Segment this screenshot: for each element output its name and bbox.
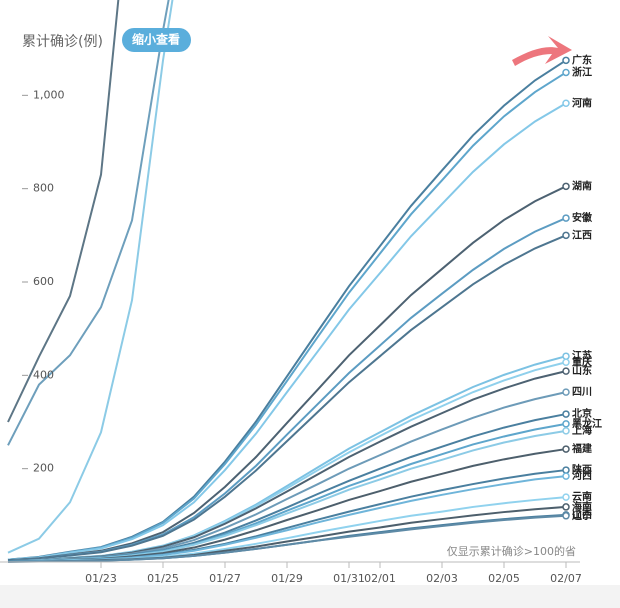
- end-label: 浙江: [572, 65, 592, 78]
- end-point: [562, 99, 570, 108]
- x-tick-label: 02/03: [426, 572, 458, 585]
- y-tick-label: 200: [33, 462, 54, 475]
- end-label: 黑龙江: [572, 417, 602, 430]
- end-point: [562, 231, 570, 240]
- end-point: [562, 56, 570, 65]
- end-label: 云南: [572, 490, 592, 503]
- end-point: [562, 410, 570, 418]
- end-point: [562, 445, 570, 453]
- end-point: [562, 466, 570, 474]
- end-point: [562, 352, 570, 360]
- series-line: [7, 514, 567, 563]
- series-line: [7, 0, 120, 423]
- end-label: 山西: [572, 508, 592, 521]
- chart-title: 累计确诊(例): [22, 34, 103, 50]
- end-label: 安徽: [572, 211, 593, 224]
- series-line: [7, 102, 567, 561]
- end-label: 河南: [572, 96, 592, 109]
- end-label: 四川: [572, 386, 592, 398]
- end-label: 福建: [571, 442, 593, 455]
- y-tick-label: 800: [33, 182, 54, 195]
- end-label: 湖南: [572, 179, 592, 192]
- series-line: [7, 234, 567, 562]
- end-point: [562, 472, 570, 480]
- zoom-button[interactable]: [122, 28, 191, 52]
- end-point: [562, 182, 570, 191]
- end-point: [562, 367, 570, 375]
- end-point: [562, 214, 570, 222]
- end-label: 江苏: [572, 349, 592, 362]
- series-line: [7, 0, 174, 554]
- x-tick-label: 01/25: [147, 572, 179, 585]
- end-label: 上海: [572, 424, 592, 437]
- end-point: [562, 358, 570, 367]
- end-point: [562, 493, 570, 501]
- end-point: [562, 420, 570, 428]
- zoom-button-label[interactable]: 缩小查看: [132, 32, 180, 47]
- end-label: 江西: [572, 228, 592, 241]
- series-line: [7, 391, 567, 563]
- series-line: [7, 370, 567, 563]
- end-point: [562, 427, 570, 435]
- end-label: 海南: [572, 500, 592, 513]
- x-tick-label: 02/07: [550, 572, 582, 585]
- arrow: [512, 36, 572, 66]
- y-tick-label: 1,000: [33, 88, 65, 101]
- note: 仅显示累计确诊>100的省: [447, 544, 576, 558]
- x-tick-label: 02/05: [488, 572, 520, 585]
- end-label: 北京: [572, 407, 592, 420]
- x-tick-label: 01/23: [85, 572, 117, 585]
- end-label: 陕西: [572, 463, 592, 476]
- end-point: [562, 68, 570, 77]
- end-point: [562, 388, 570, 396]
- end-point: [562, 512, 570, 520]
- end-label: 山东: [572, 364, 592, 377]
- footer-band: [0, 585, 620, 608]
- plot-area: [7, 0, 567, 563]
- x-tick-label: 02/01: [364, 572, 396, 585]
- end-point: [562, 503, 570, 511]
- y-tick-label: 600: [33, 275, 54, 288]
- end-label: 河西: [572, 470, 592, 482]
- end-label: 广东: [572, 53, 592, 66]
- x-tick-label: 01/27: [209, 572, 241, 585]
- y-tick-label: 400: [33, 368, 54, 381]
- x-tick-label: 01/31: [333, 572, 365, 585]
- series-line: [7, 185, 567, 562]
- x-tick-label: 01/29: [271, 572, 303, 585]
- end-label: 辽宁: [572, 509, 592, 522]
- end-label: 重庆: [572, 355, 592, 368]
